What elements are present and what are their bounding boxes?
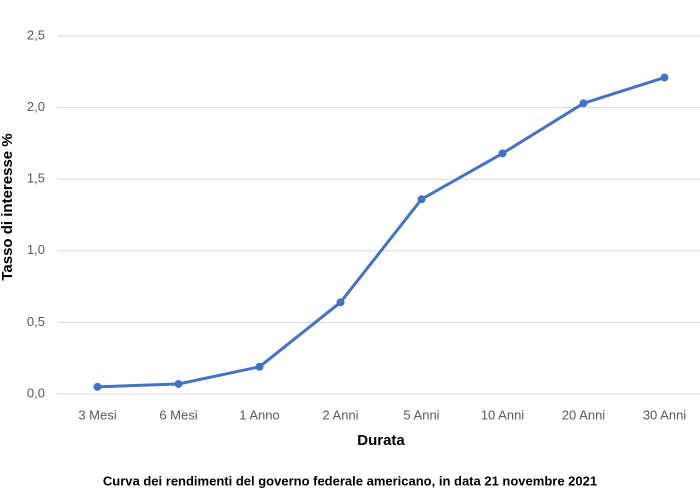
chart-title: Curva dei rendimenti del governo federal… [103,473,597,488]
data-point [255,362,264,371]
data-point [417,195,426,204]
data-point [579,99,588,108]
x-tick-label: 20 Anni [562,407,605,422]
y-tick-label: 0,0 [27,385,45,400]
y-tick-label: 2,0 [27,99,45,114]
data-point [336,298,345,307]
x-tick-label: 10 Anni [481,407,524,422]
y-tick-label: 0,5 [27,314,45,329]
x-tick-label: 1 Anno [239,407,280,422]
y-axis-label: Tasso di interesse % [0,133,16,280]
y-tick-label: 1,0 [27,242,45,257]
x-tick-label: 30 Anni [643,407,686,422]
data-point [93,382,102,391]
x-tick-label: 2 Anni [322,407,358,422]
x-tick-label: 5 Anni [403,407,439,422]
x-axis-label: Durata [357,432,405,449]
x-tick-label: 3 Mesi [78,407,116,422]
x-tick-label: 6 Mesi [159,407,197,422]
data-point [660,73,669,82]
y-tick-label: 1,5 [27,171,45,186]
y-tick-label: 2,5 [27,27,45,42]
data-line [97,76,665,389]
data-point [498,149,507,158]
data-point [174,379,183,388]
